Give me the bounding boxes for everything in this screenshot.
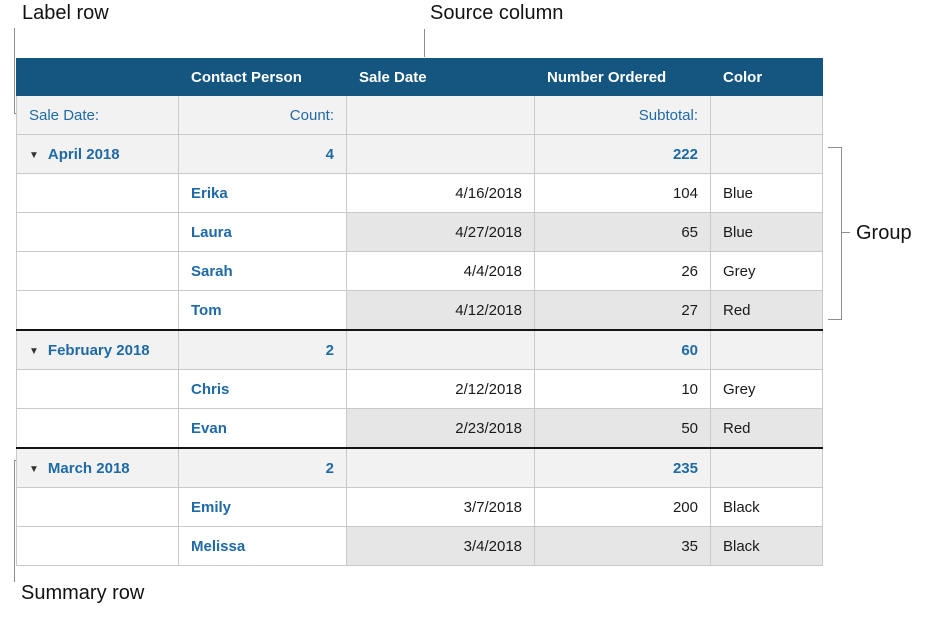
person-cell[interactable]: Erika [178,173,347,213]
data-row: Tom 4/12/2018 27 Red [16,290,823,331]
row-label-cell[interactable] [16,487,179,527]
person-cell[interactable]: Laura [178,212,347,252]
data-row: Laura 4/27/2018 65 Blue [16,212,823,252]
row-label-cell[interactable] [16,526,179,566]
group-empty-cell[interactable] [346,134,535,174]
person-cell[interactable]: Sarah [178,251,347,291]
color-cell[interactable]: Red [710,290,823,331]
date-cell[interactable]: 3/4/2018 [346,526,535,566]
data-row: Erika 4/16/2018 104 Blue [16,173,823,213]
data-row: Chris 2/12/2018 10 Grey [16,369,823,409]
person-cell[interactable]: Tom [178,290,347,331]
date-cell[interactable]: 2/12/2018 [346,369,535,409]
group-empty-cell[interactable] [346,447,535,488]
disclosure-triangle-icon[interactable]: ▼ [29,463,39,475]
color-cell[interactable]: Blue [710,173,823,213]
group-empty-cell[interactable] [710,329,823,370]
date-cell[interactable]: 4/4/2018 [346,251,535,291]
number-cell[interactable]: 10 [534,369,711,409]
callout-label-row: Label row [22,2,109,24]
row-label-cell[interactable] [16,408,179,449]
data-row: Melissa 3/4/2018 35 Black [16,526,823,566]
group-summary-row: ▼ April 2018 4 222 [16,134,823,174]
number-cell[interactable]: 26 [534,251,711,291]
label-subtotal-cell[interactable]: Subtotal: [534,95,711,135]
label-row: Sale Date: Count: Subtotal: [16,95,823,135]
group-summary-row: ▼ March 2018 2 235 [16,447,823,488]
group-summary-row: ▼ February 2018 2 60 [16,329,823,370]
date-cell[interactable]: 4/12/2018 [346,290,535,331]
date-cell[interactable]: 4/16/2018 [346,173,535,213]
callout-summary-row: Summary row [21,582,145,604]
color-cell[interactable]: Blue [710,212,823,252]
color-cell[interactable]: Red [710,408,823,449]
group-subtotal-cell[interactable]: 222 [534,134,711,174]
date-cell[interactable]: 2/23/2018 [346,408,535,449]
group-empty-cell[interactable] [710,447,823,488]
label-category-cell[interactable]: Sale Date: [16,95,179,135]
row-label-cell[interactable] [16,290,179,331]
data-row: Sarah 4/4/2018 26 Grey [16,251,823,291]
person-cell[interactable]: Melissa [178,526,347,566]
row-label-cell[interactable] [16,369,179,409]
group-name-label: March 2018 [47,459,130,477]
group-name-cell[interactable]: ▼ February 2018 [16,329,179,370]
row-label-cell[interactable] [16,251,179,291]
row-label-cell[interactable] [16,173,179,213]
date-cell[interactable]: 3/7/2018 [346,487,535,527]
group-empty-cell[interactable] [346,329,535,370]
categorized-table: Contact Person Sale Date Number Ordered … [16,58,823,566]
row-label-cell[interactable] [16,212,179,252]
header-cell-contact-person[interactable]: Contact Person [178,58,347,96]
group-count-cell[interactable]: 2 [178,447,347,488]
label-empty-cell[interactable] [346,95,535,135]
group-bracket-line [828,147,842,320]
disclosure-triangle-icon[interactable]: ▼ [29,345,39,357]
number-cell[interactable]: 104 [534,173,711,213]
group-count-cell[interactable]: 2 [178,329,347,370]
number-cell[interactable]: 65 [534,212,711,252]
group-count-cell[interactable]: 4 [178,134,347,174]
header-cell-sale-date[interactable]: Sale Date [346,58,535,96]
date-cell[interactable]: 4/27/2018 [346,212,535,252]
person-cell[interactable]: Evan [178,408,347,449]
label-empty-cell[interactable] [710,95,823,135]
number-cell[interactable]: 50 [534,408,711,449]
header-cell-rowlabel[interactable] [16,58,179,96]
header-cell-number-ordered[interactable]: Number Ordered [534,58,711,96]
group-name-label: February 2018 [47,341,150,359]
group-name-cell[interactable]: ▼ April 2018 [16,134,179,174]
number-cell[interactable]: 27 [534,290,711,331]
color-cell[interactable]: Grey [710,251,823,291]
group-name-label: April 2018 [47,145,120,163]
group-subtotal-cell[interactable]: 235 [534,447,711,488]
header-cell-color[interactable]: Color [710,58,823,96]
person-cell[interactable]: Chris [178,369,347,409]
label-count-cell[interactable]: Count: [178,95,347,135]
data-row: Emily 3/7/2018 200 Black [16,487,823,527]
data-row: Evan 2/23/2018 50 Red [16,408,823,449]
callout-group: Group [856,222,912,244]
color-cell[interactable]: Grey [710,369,823,409]
color-cell[interactable]: Black [710,526,823,566]
number-cell[interactable]: 35 [534,526,711,566]
person-cell[interactable]: Emily [178,487,347,527]
group-name-cell[interactable]: ▼ March 2018 [16,447,179,488]
color-cell[interactable]: Black [710,487,823,527]
disclosure-triangle-icon[interactable]: ▼ [29,149,39,161]
source-column-connector-line [424,29,426,57]
callout-source-column: Source column [430,2,564,24]
group-empty-cell[interactable] [710,134,823,174]
header-row: Contact Person Sale Date Number Ordered … [16,58,823,96]
group-subtotal-cell[interactable]: 60 [534,329,711,370]
group-bracket-tick-line [841,232,850,234]
number-cell[interactable]: 200 [534,487,711,527]
